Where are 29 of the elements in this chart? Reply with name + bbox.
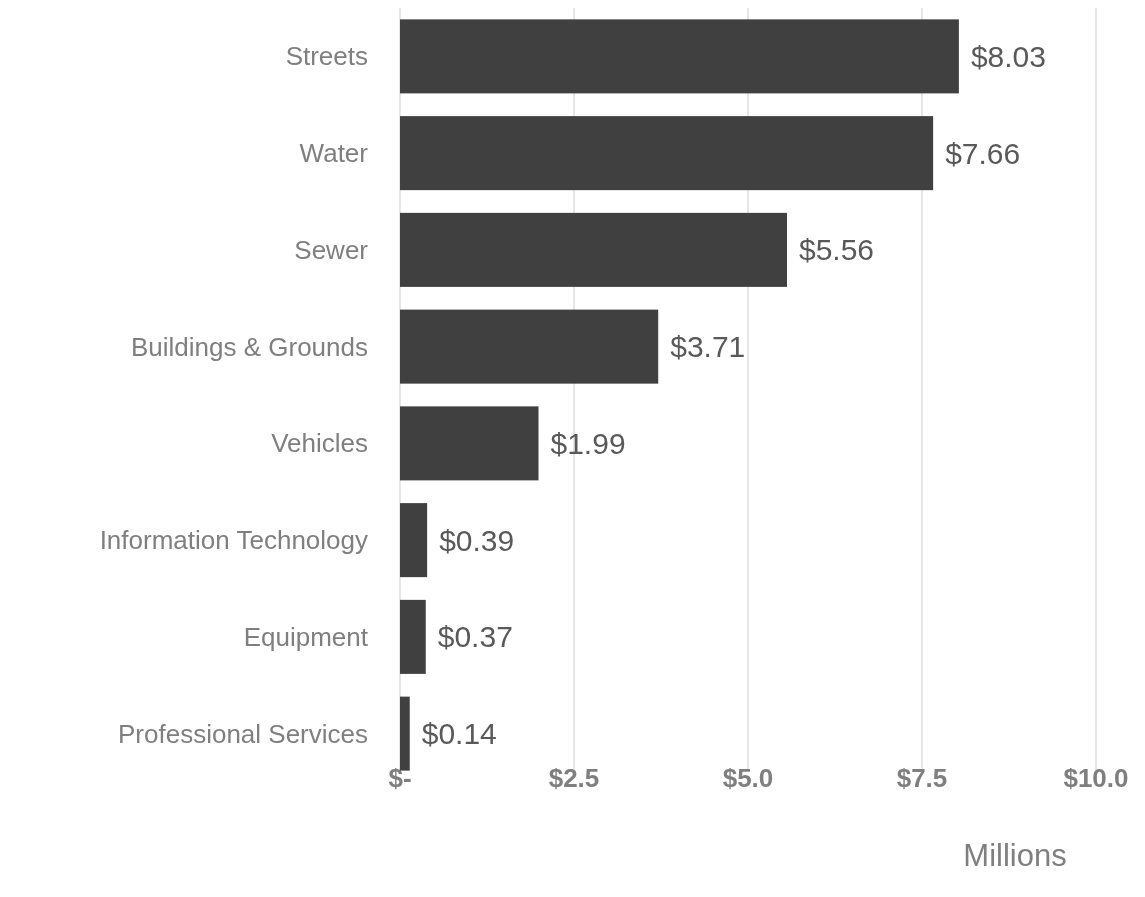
x-tick-label: $-: [388, 763, 412, 793]
bar: [400, 406, 539, 481]
data-label: $8.03: [970, 39, 1046, 73]
y-tick-label: Buildings & Grounds: [130, 331, 368, 362]
x-tick-label: $10.0: [1063, 763, 1129, 793]
x-axis-title: Millions: [963, 838, 1067, 873]
data-label: $5.56: [798, 233, 875, 267]
data-label: $7.66: [945, 136, 1021, 170]
y-tick-label: Equipment: [243, 621, 369, 652]
bar: [400, 116, 934, 191]
data-label: $1.99: [550, 426, 626, 460]
bar: [400, 309, 659, 384]
y-tick-label: Water: [299, 138, 369, 169]
y-tick-label: Professional Services: [118, 718, 368, 749]
data-label: $0.39: [439, 523, 515, 557]
data-label: $3.71: [670, 330, 746, 364]
x-tick-label: $7.5: [896, 763, 948, 793]
data-label: $0.14: [421, 717, 497, 751]
data-label: $0.37: [437, 620, 513, 654]
bar: [400, 212, 787, 287]
y-tick-label: Vehicles: [271, 428, 368, 459]
x-tick-label: $5.0: [722, 763, 774, 793]
x-tick-label: $2.5: [548, 763, 600, 793]
bar: [400, 599, 426, 674]
bar: [400, 503, 428, 578]
y-tick-label: Streets: [285, 41, 368, 72]
bar: [400, 19, 959, 94]
y-tick-label: Sewer: [294, 234, 369, 265]
y-tick-label: Information Technology: [99, 525, 368, 556]
